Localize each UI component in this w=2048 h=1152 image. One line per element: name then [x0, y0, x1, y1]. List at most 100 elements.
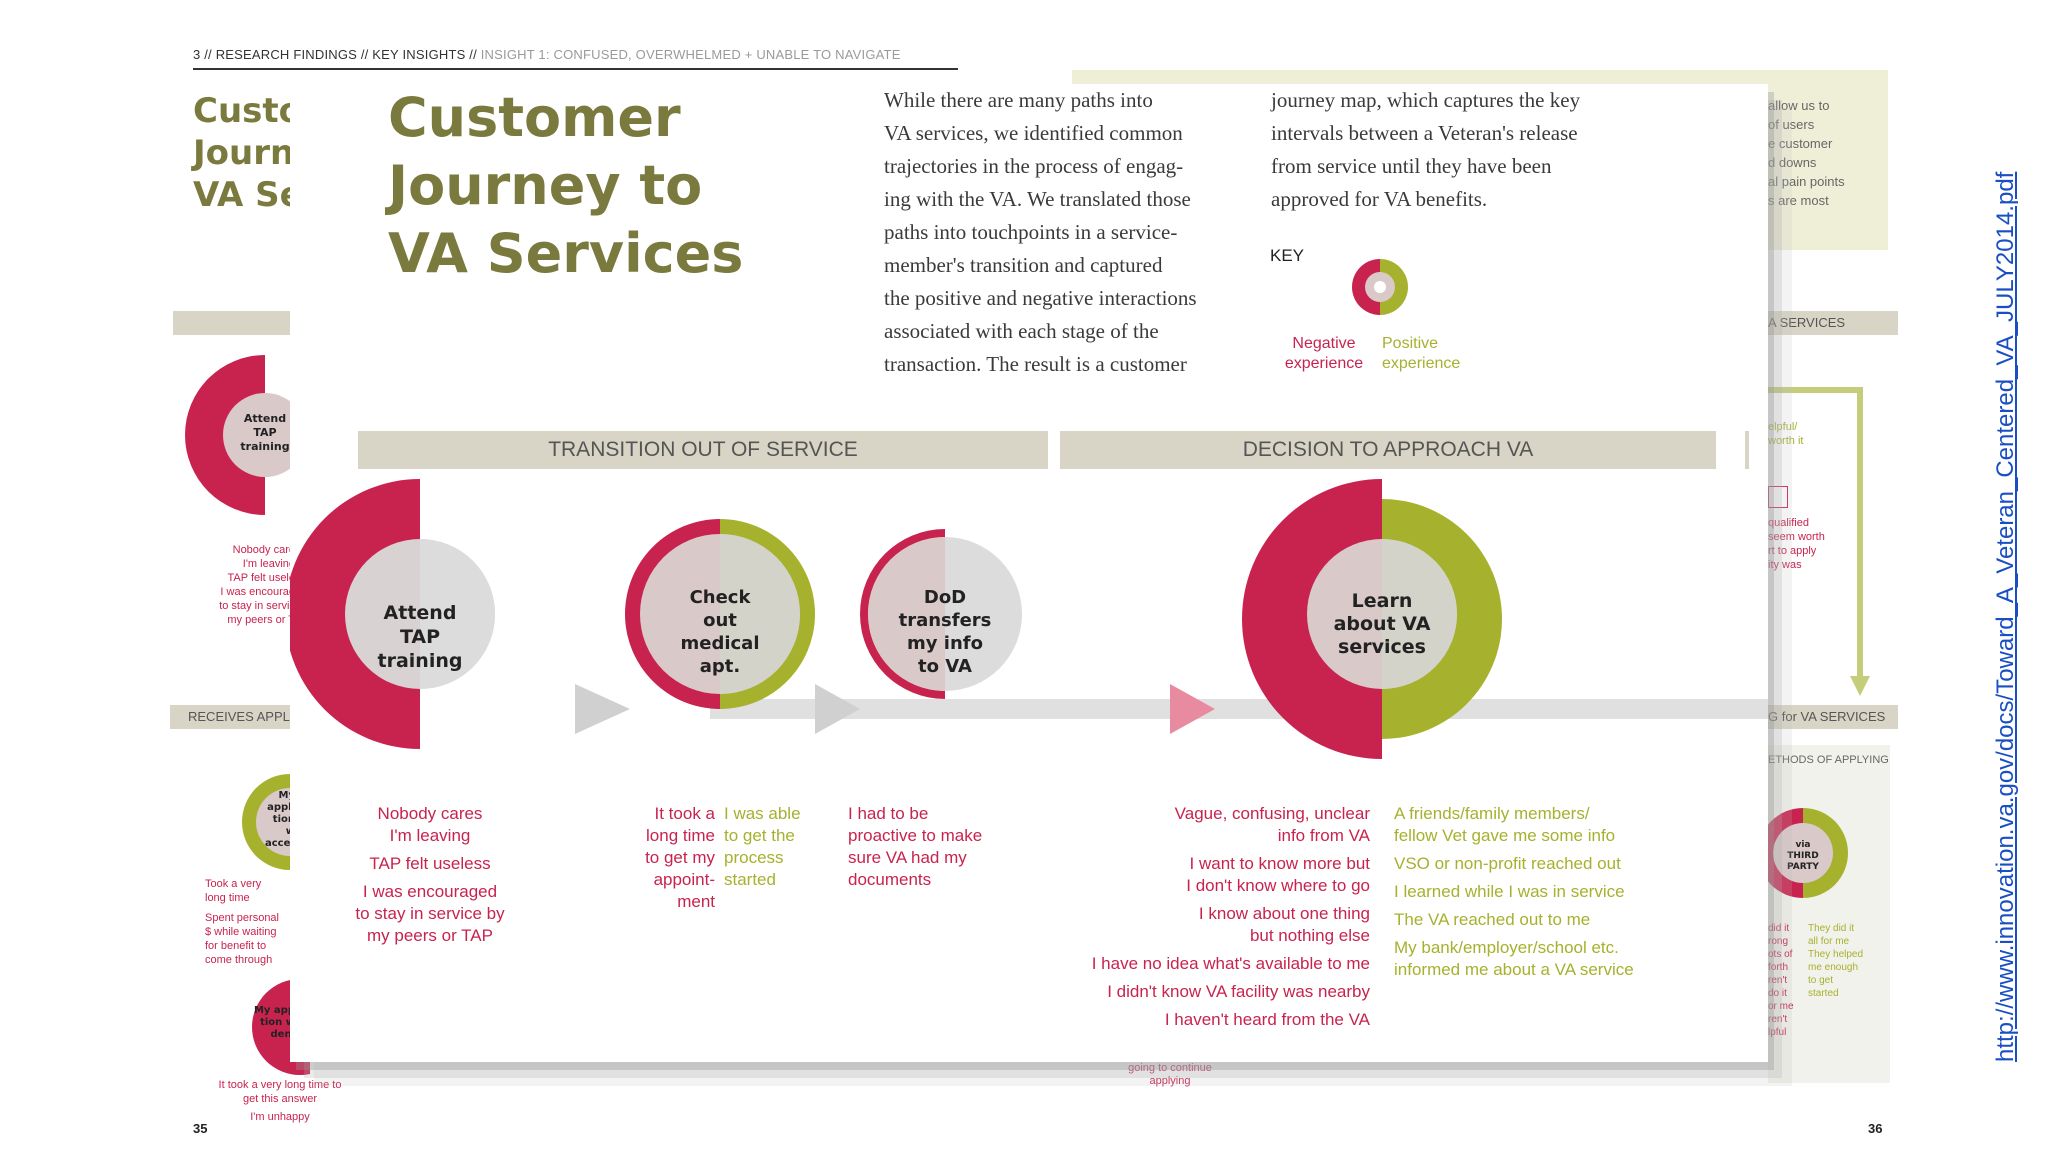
note-line: but nothing else	[1249, 926, 1370, 945]
stage-label-line: about VA	[1333, 613, 1431, 635]
intro-line: the positive and negative interactions	[884, 286, 1197, 310]
bg-left-title-line: VA Se	[193, 175, 303, 215]
bg-right-line: worth it	[1768, 435, 1804, 447]
stage-label-line: my info	[907, 633, 983, 654]
breadcrumb-section: RESEARCH FINDINGS // KEY INSIGHTS //	[215, 47, 477, 62]
page-number-left: 35	[193, 1121, 208, 1136]
bg-right-band1: A SERVICES	[1768, 311, 1898, 335]
note-line: ment	[677, 892, 715, 911]
note-line: I don't know where to go	[1186, 876, 1370, 895]
bg-right-tag	[1768, 486, 1788, 508]
note-line: long time	[646, 826, 715, 845]
bg-note: $ while waiting	[205, 926, 277, 938]
bg-right-line: started	[1808, 988, 1839, 999]
notes-medical-positive: I was able to get the process started	[724, 803, 834, 891]
bg-right-line: all for me	[1808, 936, 1850, 947]
bg-right-line: of users	[1768, 117, 1815, 132]
note-line: I had to be	[848, 804, 929, 823]
note-line: I was encouraged	[362, 882, 498, 901]
key-positive-line: experience	[1382, 355, 1461, 372]
stage-label-line: medical	[680, 633, 760, 654]
arrow-2	[815, 684, 860, 734]
intro-line: intervals between a Veteran's release	[1271, 121, 1578, 145]
bg-right-line: do it	[1768, 988, 1787, 999]
stage-learn-label: Learn about VA services	[1312, 590, 1452, 659]
bg-right-line: ots of	[1768, 949, 1793, 960]
stage-label-line: DoD	[923, 587, 967, 608]
bg-note: I was encourag	[220, 586, 295, 598]
card-title-line: Customer	[388, 86, 681, 149]
intro-line: trajectories in the process of engag-	[884, 154, 1184, 178]
note-line: I learned while I was in service	[1394, 882, 1625, 901]
bg-right-line: lpful	[1768, 1027, 1787, 1038]
intro-line: journey map, which captures the key	[1271, 88, 1581, 112]
source-url-link[interactable]: http://www.innovation.va.gov/docs/Toward…	[1992, 171, 2019, 1062]
bg-left-notes: Nobody care I'm leaving TAP felt usele I…	[205, 543, 295, 627]
bg-right-line: to get	[1808, 975, 1834, 986]
bg-note: TAP felt usele	[227, 572, 295, 584]
zoomed-card: Customer Journey to VA Services While th…	[290, 84, 1768, 1062]
bg-right-side-notes1: elpful/ worth it	[1768, 420, 1803, 448]
intro-line: associated with each stage of the	[884, 319, 1159, 343]
bg-right-line: allow us to	[1768, 98, 1830, 113]
journey-diagram	[290, 479, 1768, 759]
note-line: I haven't heard from the VA	[1164, 1010, 1370, 1029]
bg-right-line: e customer	[1768, 136, 1833, 151]
bg-left-title-line: Journ	[193, 133, 295, 173]
bg-right-line: rt to apply	[1768, 545, 1817, 557]
intro-line: approved for VA benefits.	[1271, 187, 1488, 211]
note-line: The VA reached out to me	[1394, 910, 1591, 929]
note-line: informed me about a VA service	[1394, 960, 1634, 979]
key-positive-line: Positive	[1382, 335, 1439, 352]
note-line: I didn't know VA facility was nearby	[1107, 982, 1370, 1001]
intro-column-2: journey map, which captures the key inte…	[1271, 84, 1671, 216]
page-number-right: 36	[1868, 1121, 1883, 1136]
notes-dod-negative: I had to be proactive to make sure VA ha…	[848, 803, 1018, 891]
bg-left-band-receives: RECEIVES APPLI	[170, 705, 311, 729]
bg-note: Nobody care	[232, 544, 295, 556]
bg-note: It took a very long time to	[218, 1079, 342, 1091]
card-title-line: VA Services	[388, 222, 744, 285]
band-transition-out-of-service: TRANSITION OUT OF SERVICE	[358, 431, 1048, 469]
note-line: I have no idea what's available to me	[1091, 954, 1370, 973]
note-line: TAP felt useless	[369, 854, 491, 873]
note-line: sure VA had my	[848, 848, 967, 867]
bg-right-pos-notes: They did it all for me They helped me en…	[1808, 922, 1863, 1000]
bg-right-arrow	[1768, 387, 1870, 696]
notes-medical-negative: It took a long time to get my appoint- m…	[600, 803, 715, 913]
note-line: Vague, confusing, unclear	[1174, 804, 1370, 823]
note-line: started	[724, 870, 776, 889]
bg-right-panel	[1768, 745, 1890, 1083]
note-line: My bank/employer/school etc.	[1394, 938, 1619, 957]
note-line: my peers or TAP	[367, 926, 493, 945]
arrow-3	[1170, 684, 1215, 734]
bg-note: I'm unhappy	[250, 1111, 310, 1123]
note-line: fellow Vet gave me some info	[1394, 826, 1616, 845]
bg-left-denied-label: My app tion w deni	[253, 1005, 295, 1040]
bg-right-line: me enough	[1808, 962, 1859, 973]
note-line: VSO or non-profit reached out	[1394, 854, 1621, 873]
key-positive: Positive experience	[1382, 334, 1482, 374]
stage-label-line: Attend	[383, 602, 457, 624]
card-title: Customer Journey to VA Services	[388, 84, 743, 288]
bg-note: long time	[205, 892, 250, 904]
note-line: It took a	[654, 804, 715, 823]
stage-medical-label: Check out medical apt.	[665, 586, 775, 678]
bg-continue-line: applying	[1149, 1075, 1191, 1087]
note-line: to stay in service by	[355, 904, 505, 923]
bg-right-third-party-circle	[1768, 808, 1848, 898]
notes-learn-negative: Vague, confusing, unclear info from VA I…	[1010, 803, 1370, 1031]
intro-line: paths into touchpoints in a service-	[884, 220, 1178, 244]
breadcrumb-insight: INSIGHT 1: CONFUSED, OVERWHELMED + UNABL…	[480, 47, 901, 62]
bg-left-title-line: Custo	[193, 91, 303, 131]
stage-label-line: training	[377, 650, 463, 672]
bg-left-notes3: It took a very long time to get this ans…	[205, 1078, 355, 1124]
note-line: appoint-	[653, 870, 715, 889]
bg-right-line: They helped	[1808, 949, 1864, 960]
stage-label-line: to VA	[918, 656, 972, 677]
note-line: documents	[848, 870, 932, 889]
breadcrumb: 3 // RESEARCH FINDINGS // KEY INSIGHTS /…	[193, 47, 901, 62]
stage-label-line: services	[1338, 636, 1426, 658]
breadcrumb-rule	[193, 68, 958, 70]
bg-note: Took a very	[205, 878, 262, 890]
